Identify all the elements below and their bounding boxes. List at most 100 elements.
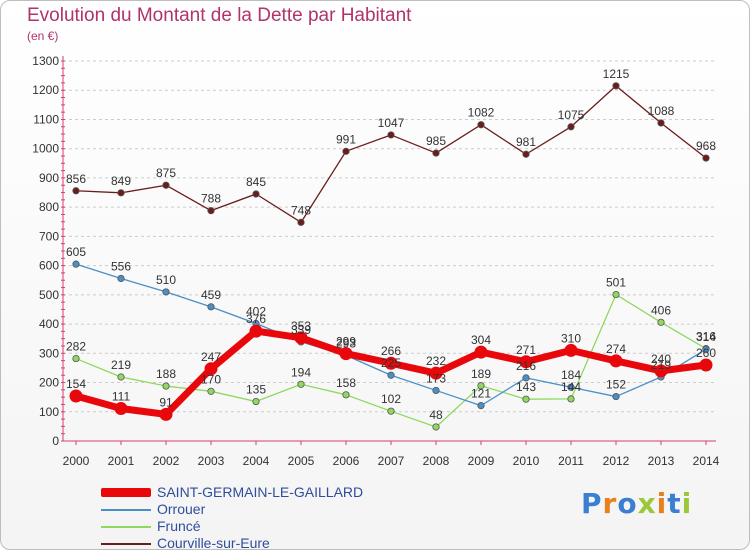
logo-letter: P xyxy=(581,487,603,520)
data-point xyxy=(432,149,440,157)
data-point xyxy=(387,131,395,139)
data-label: 1088 xyxy=(648,104,675,118)
legend-swatch-saint-germain xyxy=(101,488,151,497)
data-label: 459 xyxy=(201,288,221,302)
x-tick-label: 2002 xyxy=(153,454,180,468)
data-label: 981 xyxy=(516,135,536,149)
data-label: 788 xyxy=(201,192,221,206)
y-tick-label: 200 xyxy=(39,376,59,390)
data-point xyxy=(342,147,350,155)
data-point xyxy=(702,345,710,353)
data-label: 605 xyxy=(66,245,86,259)
data-label: 510 xyxy=(156,273,176,287)
series-lines xyxy=(69,82,713,431)
data-label: 170 xyxy=(201,372,221,386)
legend-label-frunce: Fruncé xyxy=(157,518,201,534)
x-tick-label: 2007 xyxy=(378,454,405,468)
data-point xyxy=(159,407,173,421)
data-point xyxy=(72,354,80,363)
data-label: 240 xyxy=(651,352,671,366)
data-label: 985 xyxy=(426,134,446,148)
x-tick-label: 2006 xyxy=(333,454,360,468)
x-tick-label: 2008 xyxy=(423,454,450,468)
data-label: 152 xyxy=(606,378,626,392)
data-label: 247 xyxy=(201,350,221,364)
logo-letter: r xyxy=(602,487,618,520)
data-point xyxy=(387,407,395,415)
data-point xyxy=(204,362,218,376)
data-label: 135 xyxy=(246,383,266,397)
data-point xyxy=(117,189,125,197)
data-labels: 856 849 875 788 845 748 991 1047 985 1082 981 1075 1… xyxy=(66,67,716,422)
data-point xyxy=(114,402,128,416)
data-point xyxy=(384,356,398,370)
data-point xyxy=(207,303,215,311)
x-tick-label: 2010 xyxy=(513,454,540,468)
data-point xyxy=(567,123,575,131)
x-tick-label: 2004 xyxy=(243,454,270,468)
data-point xyxy=(567,383,575,391)
data-point xyxy=(252,397,260,406)
data-point xyxy=(252,190,260,198)
data-point xyxy=(657,119,665,127)
data-label: 121 xyxy=(471,387,491,401)
y-tick-label: 1300 xyxy=(32,54,59,68)
data-label: 376 xyxy=(246,312,266,326)
data-point xyxy=(339,347,353,361)
data-point xyxy=(477,121,485,129)
data-label: 968 xyxy=(696,139,716,153)
data-point xyxy=(699,358,713,372)
y-tick-label: 300 xyxy=(39,346,59,360)
data-point xyxy=(522,395,530,403)
data-point xyxy=(162,288,170,296)
data-point xyxy=(519,355,533,369)
proxiti-logo: Proxiti xyxy=(581,487,692,520)
data-label: 184 xyxy=(561,368,581,382)
data-label: 102 xyxy=(381,392,401,406)
data-point xyxy=(249,324,263,338)
data-label: 158 xyxy=(336,376,356,390)
data-label: 225 xyxy=(381,356,401,370)
data-label: 353 xyxy=(291,319,311,333)
data-point xyxy=(522,150,530,158)
data-label: 266 xyxy=(381,344,401,358)
data-point xyxy=(387,371,395,379)
data-label: 173 xyxy=(426,371,446,385)
data-point xyxy=(612,392,620,401)
legend-swatch-courville xyxy=(101,543,151,545)
logo-letter: o xyxy=(617,487,638,520)
x-tick-label: 2013 xyxy=(648,454,675,468)
data-label: 189 xyxy=(471,367,491,381)
data-point xyxy=(477,382,485,390)
data-label: 875 xyxy=(156,166,176,180)
data-point xyxy=(474,345,488,359)
x-tick-label: 2011 xyxy=(558,454,584,468)
data-point xyxy=(564,343,578,357)
y-tick-label: 700 xyxy=(39,229,59,243)
data-point xyxy=(207,207,215,215)
y-tick-label: 1000 xyxy=(32,142,59,156)
data-point xyxy=(477,402,485,410)
legend-label-courville: Courville-sur-Eure xyxy=(157,535,270,550)
x-tick-label: 2009 xyxy=(468,454,495,468)
data-label: 856 xyxy=(66,172,86,186)
data-label: 406 xyxy=(651,303,671,317)
data-label: 188 xyxy=(156,367,176,381)
data-point xyxy=(657,318,665,326)
data-label: 310 xyxy=(561,331,581,345)
x-tick-label: 2000 xyxy=(63,454,90,468)
data-label: 282 xyxy=(66,340,86,354)
data-label: 402 xyxy=(246,304,266,318)
data-label: 1047 xyxy=(378,116,405,130)
chart-subtitle: (en €) xyxy=(27,29,59,43)
data-label: 271 xyxy=(516,343,536,357)
data-point xyxy=(162,382,170,390)
data-point xyxy=(207,387,215,395)
x-tick-label: 2014 xyxy=(693,454,720,468)
data-label: 274 xyxy=(606,342,626,356)
data-point xyxy=(654,364,668,378)
data-point xyxy=(522,374,530,382)
data-label: 501 xyxy=(606,276,626,290)
data-point xyxy=(69,389,83,403)
